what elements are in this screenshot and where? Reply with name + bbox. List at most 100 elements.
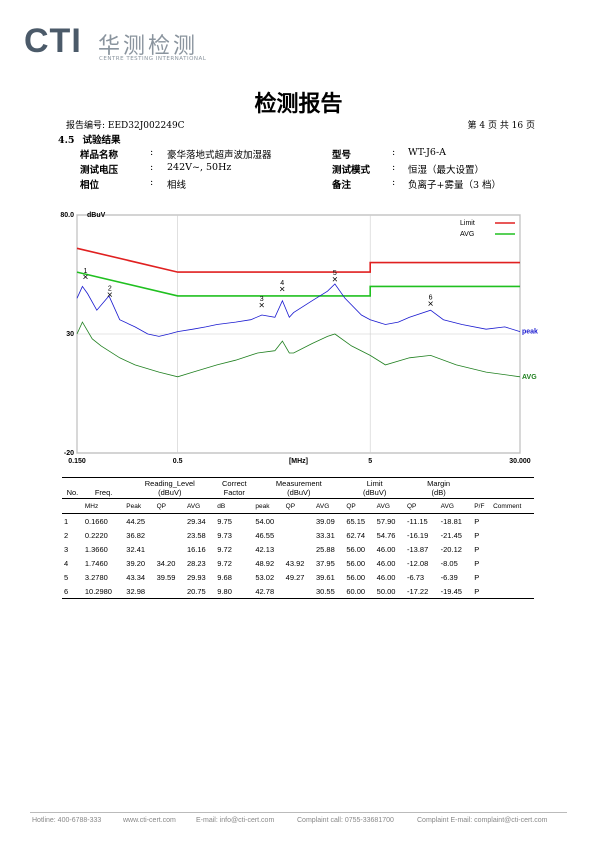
marker [332, 276, 338, 282]
data-cell [491, 542, 534, 556]
data-cell: -11.15 [406, 516, 428, 526]
data-cell: 5 [64, 572, 69, 582]
marker [428, 301, 433, 306]
data-cell: 29.93 [186, 572, 206, 582]
data-cell: 9.72 [217, 544, 232, 554]
data-cell: 9.80 [215, 584, 254, 599]
data-cell: 42.78 [253, 584, 284, 599]
x-tick-label: 5 [368, 458, 372, 465]
data-cell: 0.1660 [84, 516, 108, 526]
marker [83, 274, 88, 280]
company-name: 华测检测 [98, 34, 199, 59]
data-cell: 39.61 [316, 572, 335, 582]
data-cell: 56.00 [346, 558, 366, 568]
data-cell: 50.00 [374, 584, 405, 599]
data-cell: 43.92 [285, 558, 305, 568]
marker [107, 292, 113, 297]
logo: CTI [24, 22, 82, 60]
data-cell: 62.74 [346, 530, 366, 540]
header-cell: Limit (dBuV) [344, 477, 405, 499]
series-line [76, 321, 521, 378]
y-tick-label: 80.0 [60, 212, 74, 219]
data-cell: -17.22 [404, 584, 439, 599]
data-cell: -12.08 [406, 558, 429, 568]
data-cell [491, 556, 534, 570]
unit-cell: QP [283, 498, 314, 514]
data-cell: 4 [64, 558, 69, 568]
footer-text: Complaint call: 0755-33681700 [297, 817, 394, 824]
data-cell: 46.00 [376, 544, 396, 554]
marker-label: 4 [280, 280, 284, 287]
data-cell: 60.00 [344, 584, 375, 599]
data-cell: 39.20 [126, 558, 146, 568]
footer-text: Hotline: 400-6788-333 [32, 817, 102, 824]
section-title: 试验结果 [82, 135, 121, 146]
y-axis-label: dBuV [87, 212, 106, 219]
series-line [76, 271, 520, 297]
data-cell: -13.87 [406, 544, 429, 554]
footer-text: Complaint E-mail: complaint@cti-cert.com [417, 817, 548, 824]
info-label: 测试模式 [332, 165, 371, 176]
data-cell: 32.41 [126, 544, 146, 554]
series-line [76, 247, 520, 273]
unit-cell: AVG [184, 498, 216, 514]
info-separator: : [150, 147, 154, 158]
info-separator: : [150, 177, 154, 188]
marker-label: 1 [84, 268, 88, 275]
unit-cell: dB [215, 498, 254, 514]
data-cell: P [474, 516, 480, 526]
marker-label: 3 [260, 296, 264, 303]
unit-cell: MHz [82, 498, 125, 514]
marker-label: 6 [429, 295, 433, 302]
x-tick-label: 0.5 [173, 458, 183, 465]
data-cell: 32.98 [124, 584, 155, 599]
data-cell: P [472, 584, 492, 599]
data-cell: 2 [64, 530, 69, 540]
data-cell: 25.88 [316, 544, 335, 554]
y-tick-label: 30 [66, 331, 74, 338]
data-cell: -8.05 [440, 558, 458, 568]
result-table: No. Freq. Reading_Level (dBuV) Correct Fact… [62, 477, 534, 599]
data-row: 3 1.3660 32.41 16.16 9.72 42.13 25.88 56.00 46.0… [62, 542, 534, 556]
legend-label: AVG [460, 231, 474, 238]
data-cell: 42.13 [255, 544, 275, 554]
x-tick-label: 30.000 [509, 458, 531, 465]
info-value: 242V~, 50Hz [167, 162, 232, 173]
marker [279, 286, 285, 292]
data-cell: 37.95 [316, 558, 335, 568]
info-label: 测试电压 [80, 165, 119, 176]
report-number: 报告编号: EED32J002249C [66, 121, 185, 131]
info-label: 型号 [332, 150, 352, 161]
info-value: 负离子+雾量（3 档） [408, 180, 502, 191]
info-separator: : [392, 162, 396, 173]
data-cell: -20.12 [440, 544, 462, 554]
data-cell [491, 514, 534, 529]
legend-label: Limit [460, 220, 475, 227]
data-cell: 54.00 [255, 516, 275, 526]
data-cell: 6 [62, 584, 83, 599]
series-end-label: peak [522, 329, 538, 336]
data-cell: 3 [64, 544, 69, 554]
unit-cell: QP [154, 498, 185, 514]
data-cell: -6.39 [440, 572, 458, 582]
info-separator: : [392, 147, 396, 158]
data-cell [155, 514, 185, 529]
data-row: 4 1.7460 39.20 34.20 28.23 9.72 48.92 43.92 37.9… [62, 556, 534, 570]
data-cell: 16.16 [186, 544, 206, 554]
data-cell: 30.55 [314, 584, 345, 599]
data-cell: 43.34 [126, 572, 146, 582]
data-cell [284, 514, 314, 529]
data-cell: 10.2980 [82, 584, 125, 599]
header-cell [472, 477, 492, 499]
company-name-en: CENTRE TESTING INTERNATIONAL [99, 56, 207, 62]
unit-row: MHz Peak QP AVG dB peak QP AVG QP AVG QP AVG P/F Comm… [62, 498, 534, 514]
data-cell: 3.2780 [84, 572, 108, 582]
info-value: WT-J6-A [408, 147, 447, 158]
data-cell: 46.00 [376, 572, 396, 582]
data-cell: -16.19 [406, 530, 429, 540]
data-cell [155, 528, 185, 542]
data-cell: 9.73 [217, 530, 232, 540]
page-number: 第 4 页 共 16 页 [467, 121, 535, 131]
info-value: 豪华落地式超声波加湿器 [167, 150, 272, 161]
data-cell: 49.27 [285, 572, 305, 582]
